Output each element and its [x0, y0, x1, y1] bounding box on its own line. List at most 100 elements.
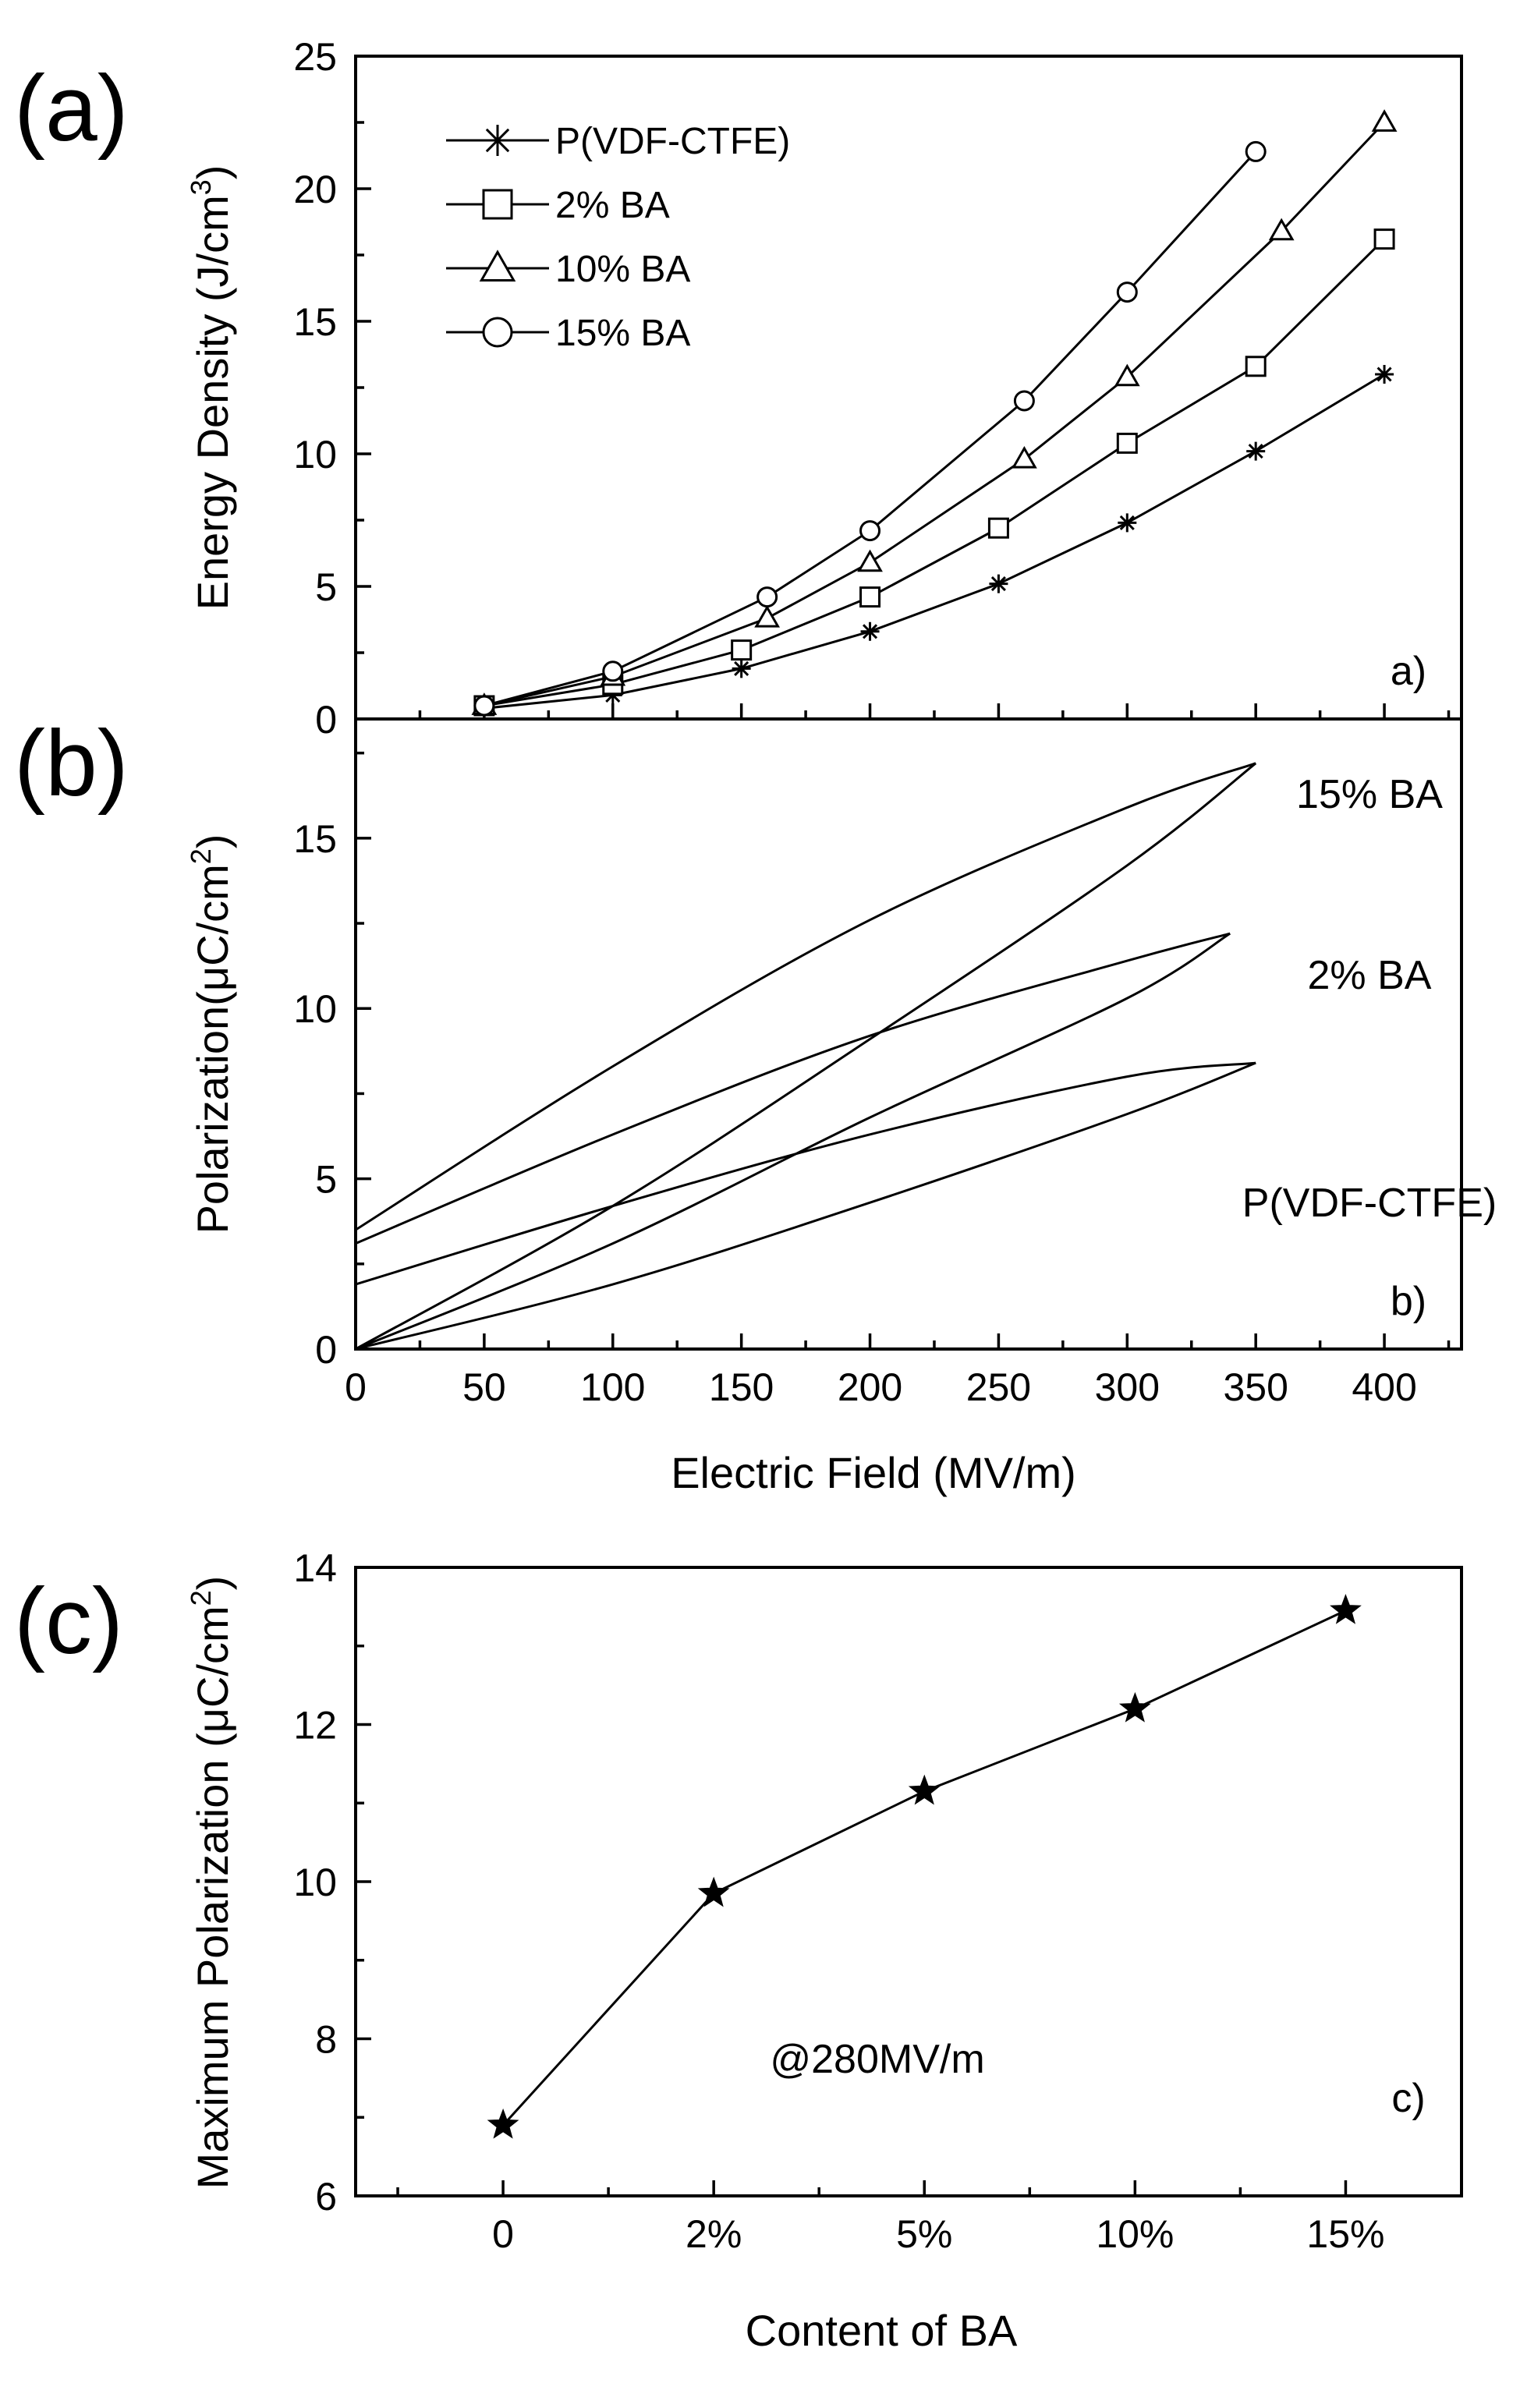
y-axis-title-a: Energy Density (J/cm3) [185, 165, 237, 611]
loop-discharge-1 [355, 932, 1231, 1245]
c-y-tick-label: 12 [293, 1704, 337, 1748]
b-x-tick-label: 100 [580, 1365, 645, 1409]
data-point-a-1 [1116, 432, 1138, 454]
y-axis-title-c: Maximum Polarization (μC/cm2) [185, 1576, 237, 2190]
data-point-c [1330, 1593, 1362, 1624]
corner-label-b: b) [1391, 1279, 1426, 1324]
polarization-loop-chart: Polarization(μC/cm2) Electric Field (MV/… [185, 717, 1497, 1497]
data-point-a-0 [732, 659, 751, 678]
legend-marker [482, 125, 513, 156]
data-point-a-3 [1013, 390, 1035, 412]
annotation-field: @280MV/m [770, 2037, 984, 2082]
data-point-a-2 [1268, 218, 1295, 241]
loop-discharge-0 [355, 762, 1256, 1231]
loop-charge-2 [355, 1061, 1256, 1351]
data-point-a-1 [1373, 228, 1395, 250]
series-line-a-1 [484, 238, 1386, 707]
b-x-tick-label: 400 [1352, 1365, 1416, 1409]
loop-label: P(VDF-CTFE) [1242, 1181, 1497, 1226]
b-x-tick-label: 200 [838, 1365, 902, 1409]
data-point-a-1 [1245, 356, 1267, 377]
axis-ticks-a: 0 5 10 15 20 25 [293, 35, 1451, 742]
loop-charge-1 [355, 932, 1231, 1351]
data-point-a-0 [1246, 441, 1266, 461]
max-polarization-chart: Maximum Polarization (μC/cm2) Content of… [185, 1546, 1463, 2355]
data-point-c [908, 1774, 941, 1805]
energy-density-chart: Energy Density (J/cm3) a) 0 5 10 15 20 25 P(V… [185, 35, 1463, 742]
data-point-a-0 [989, 574, 1008, 593]
data-point-a-3 [473, 695, 495, 717]
c-x-tick-label: 15% [1306, 2212, 1384, 2256]
b-y-tick-label: 15 [293, 817, 337, 861]
data-point-a-0 [1118, 513, 1137, 533]
data-point-a-2 [1114, 363, 1140, 387]
axis-ticks-b: 0 50 100 150 200 250 300 350 400 0 5 10 15 [293, 751, 1451, 1409]
data-point-a-1 [859, 586, 881, 608]
data-point-a-3 [602, 660, 624, 682]
legend-label: 15% BA [555, 313, 690, 354]
plot-frame-c [354, 1566, 1463, 2197]
c-y-tick-label: 14 [293, 1546, 337, 1590]
c-y-tick-label: 8 [315, 2018, 337, 2062]
a-y-tick-label: 10 [293, 433, 337, 476]
panel-letter-a: (a) [14, 56, 129, 161]
b-x-tick-label: 0 [345, 1365, 367, 1409]
loop-charge-0 [355, 762, 1257, 1351]
corner-label-c: c) [1391, 2076, 1425, 2121]
b-x-tick-label: 350 [1223, 1365, 1288, 1409]
legend-label: P(VDF-CTFE) [555, 121, 790, 162]
a-y-tick-label: 15 [293, 300, 337, 344]
data-point-a-1 [987, 517, 1009, 539]
data-point-a-2 [1012, 445, 1037, 469]
data-point-a-0 [860, 621, 880, 641]
x-axis-title-c: Content of BA [746, 2306, 1018, 2355]
loop-label: 2% BA [1308, 953, 1432, 998]
series-line-a-0 [484, 373, 1385, 710]
data-point-a-3 [1116, 282, 1138, 303]
panel-letter-b: (b) [14, 711, 129, 816]
c-y-tick-label: 10 [293, 1861, 337, 1904]
legend-label: 10% BA [555, 249, 690, 290]
a-y-tick-label: 20 [293, 168, 337, 211]
x-axis-title-b: Electric Field (MV/m) [671, 1448, 1076, 1497]
legend-marker [479, 250, 516, 282]
series-line-a-2 [484, 121, 1386, 707]
c-x-tick-label: 2% [686, 2212, 742, 2256]
b-x-tick-label: 250 [966, 1365, 1031, 1409]
legend-a: P(VDF-CTFE) 2% BA 10% BA 15% BA [446, 121, 790, 354]
data-point-c [1118, 1691, 1151, 1723]
plot-frame-a [354, 55, 1463, 721]
b-x-tick-label: 150 [709, 1365, 774, 1409]
c-y-tick-label: 6 [315, 2175, 337, 2219]
panel-letter-c: (c) [14, 1569, 123, 1673]
b-x-tick-label: 300 [1095, 1365, 1160, 1409]
data-point-a-2 [857, 549, 883, 572]
c-x-tick-label: 5% [896, 2212, 952, 2256]
b-x-tick-label: 50 [462, 1365, 506, 1409]
legend-marker [482, 189, 513, 220]
a-y-tick-label: 0 [315, 698, 337, 742]
data-point-a-3 [756, 586, 778, 608]
y-axis-title-b: Polarization(μC/cm2) [185, 834, 237, 1234]
plot-frame-b [354, 717, 1463, 1351]
axis-ticks-c: 0 2% 5% 10% 15% 6 8 10 12 14 [293, 1546, 1384, 2256]
a-y-tick-label: 5 [315, 565, 337, 609]
loop-discharge-2 [355, 1061, 1256, 1286]
c-x-tick-label: 10% [1096, 2212, 1174, 2256]
c-x-tick-label: 0 [492, 2212, 514, 2256]
data-point-a-3 [859, 520, 881, 542]
data-point-c [697, 1876, 730, 1907]
b-y-tick-label: 5 [315, 1158, 337, 1202]
legend-label: 2% BA [555, 185, 670, 226]
b-y-tick-label: 0 [315, 1328, 337, 1372]
a-y-tick-label: 25 [293, 35, 337, 79]
series-group-a [471, 109, 1398, 718]
data-point-a-3 [1245, 140, 1267, 162]
legend-marker [482, 317, 513, 348]
loops-group-b: 15% BA 2% BA P(VDF-CTFE) [355, 762, 1497, 1351]
data-point-c [487, 2108, 519, 2139]
data-point-a-0 [603, 685, 622, 705]
corner-label-a: a) [1391, 649, 1426, 694]
loop-label: 15% BA [1296, 772, 1443, 817]
